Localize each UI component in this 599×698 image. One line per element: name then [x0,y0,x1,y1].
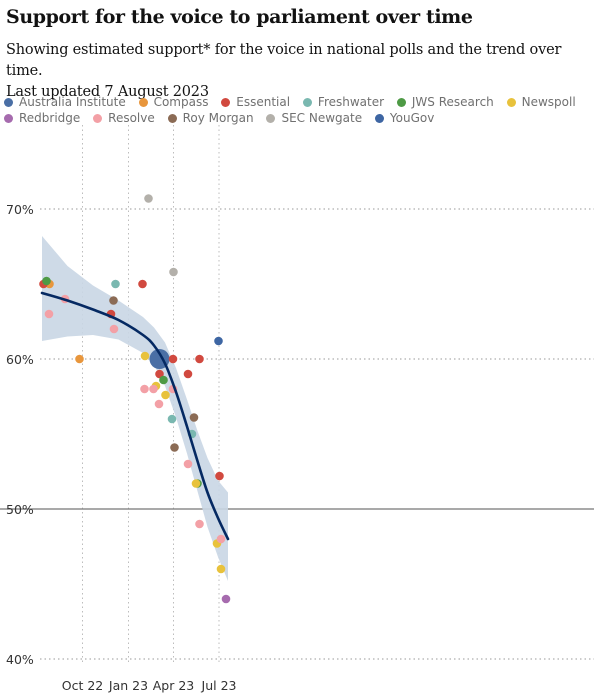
legend-item: Freshwater [302,94,385,110]
poll-point [159,375,168,385]
poll-point [111,279,120,289]
y-tick-label: 50% [6,502,34,517]
poll-point [216,534,226,544]
chart-title: Support for the voice to parliament over… [6,6,473,28]
legend-item: YouGov [374,110,435,126]
legend-swatch [302,98,312,107]
legend-label: Newspoll [521,95,576,109]
chart-subtitle: Showing estimated support* for the voice… [6,40,596,103]
legend-swatch [138,98,148,107]
trend-confidence-band [42,236,228,581]
poll-point [109,324,119,334]
poll-point [75,354,84,364]
legend-swatch [506,98,516,107]
poll-point [216,564,226,574]
legend-item: Redbridge [4,110,80,126]
legend-swatch [167,114,177,123]
legend-swatch [4,114,13,123]
x-tick-label: Apr 23 [153,678,195,693]
poll-point [167,414,177,424]
legend-label: Compass [153,95,209,109]
y-tick-label: 40% [6,652,34,667]
x-tick-label: Jan 23 [108,678,148,693]
legend-item: Essential [221,94,290,110]
poll-point [183,369,193,379]
legend-item: Australia Institute [4,94,126,110]
legend-swatch [4,98,13,107]
poll-point [191,479,201,488]
poll-point [161,390,170,400]
poll-point [215,471,224,481]
legend-swatch [221,98,231,107]
legend: Australia Institute Compass Essential Fr… [4,94,594,126]
legend-item: Resolve [93,110,155,126]
poll-point [189,413,199,422]
legend-swatch [266,114,276,123]
poll-point [140,384,149,394]
legend-item: Roy Morgan [167,110,254,126]
poll-point [44,309,54,319]
poll-point [168,354,178,364]
poll-point [183,459,193,469]
subtitle-line-2: Last updated 7 August 2023 [6,84,209,100]
poll-point [154,399,164,409]
poll-point [195,519,204,529]
x-tick-label: Oct 22 [62,678,104,693]
legend-swatch [93,114,103,123]
legend-label: Redbridge [19,111,81,125]
legend-item: SEC Newgate [266,110,362,126]
legend-item: Newspoll [506,94,576,110]
poll-point [109,296,118,305]
legend-label: Australia Institute [19,95,126,109]
poll-point [149,384,158,394]
poll-point [221,594,231,604]
trend-line [40,291,230,541]
x-tick-label: Jul 23 [201,678,237,693]
poll-point [144,194,153,203]
legend-item: Compass [138,94,209,110]
poll-point [42,276,51,286]
legend-label: Resolve [108,111,155,125]
legend-label: Essential [236,95,291,109]
poll-point [170,443,179,452]
poll-point [214,336,223,346]
poll-point [138,279,147,289]
legend-label: Roy Morgan [182,111,254,125]
y-tick-label: 70% [6,202,34,217]
legend-item: JWS Research [396,94,494,110]
legend-swatch [374,114,384,123]
poll-point [195,354,204,364]
poll-point [140,351,150,361]
poll-point [169,267,178,277]
legend-label: JWS Research [411,95,494,109]
legend-label: Freshwater [317,95,385,109]
subtitle-line-1: Showing estimated support* for the voice… [6,42,562,79]
legend-label: YouGov [389,111,435,125]
y-tick-label: 60% [6,352,34,367]
legend-label: SEC Newgate [281,111,363,125]
legend-swatch [396,98,406,107]
